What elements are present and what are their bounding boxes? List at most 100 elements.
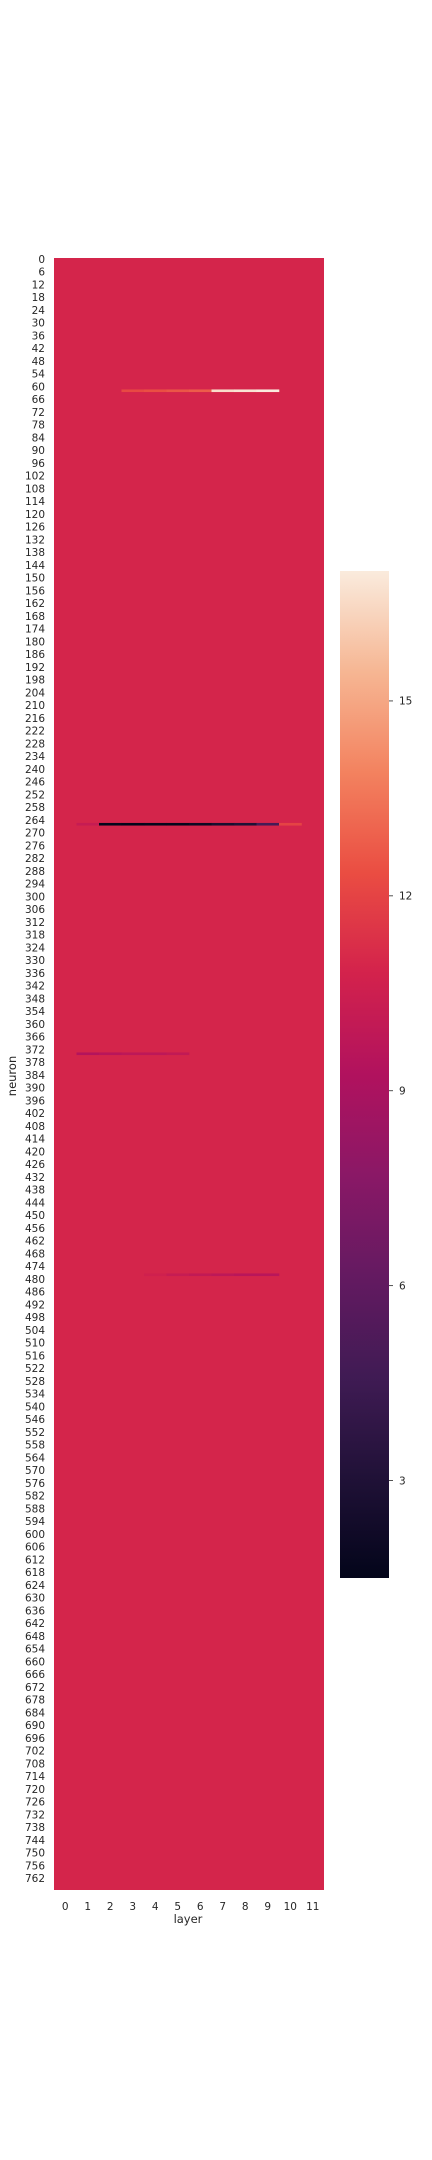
x-tick-label: 1 — [84, 1901, 91, 1913]
y-tick-label: 570 — [25, 1465, 45, 1477]
y-tick-label: 330 — [25, 955, 45, 967]
heatmap-cell — [99, 822, 122, 826]
y-tick-label: 474 — [25, 1261, 45, 1273]
y-tick-label: 276 — [25, 840, 45, 852]
heatmap-cell — [211, 389, 235, 393]
y-tick-label: 426 — [25, 1159, 45, 1171]
y-tick-label: 84 — [32, 432, 46, 444]
y-tick-label: 216 — [25, 713, 45, 725]
y-tick-label: 258 — [25, 802, 45, 814]
y-tick-label: 96 — [32, 458, 46, 470]
y-tick-label: 546 — [25, 1414, 45, 1426]
y-tick-label: 126 — [25, 522, 45, 534]
y-tick-label: 390 — [25, 1083, 45, 1095]
y-tick-label: 438 — [25, 1185, 45, 1197]
heatmap-cell — [256, 389, 280, 393]
y-tick-label: 552 — [25, 1427, 45, 1439]
heatmap-cell — [144, 389, 167, 393]
y-tick-label: 354 — [25, 1006, 45, 1018]
colorbar-gradient — [340, 571, 389, 1578]
x-tick-label: 8 — [242, 1901, 249, 1913]
y-tick-label: 654 — [25, 1644, 45, 1656]
highlighted-rows — [76, 389, 302, 1277]
heatmap-cell — [121, 1052, 145, 1056]
y-tick-label: 108 — [25, 483, 45, 495]
y-tick-label: 456 — [25, 1223, 45, 1235]
y-tick-label: 120 — [25, 509, 45, 521]
y-tick-label: 294 — [25, 879, 45, 891]
x-tick-label: 6 — [197, 1901, 204, 1913]
y-tick-label: 138 — [25, 547, 45, 559]
y-tick-label: 6 — [38, 267, 45, 279]
y-tick-label: 30 — [32, 318, 45, 330]
heatmap-cell — [256, 1273, 280, 1277]
heatmap-cell — [256, 822, 280, 826]
y-tick-label: 510 — [25, 1338, 45, 1350]
x-tick-label: 4 — [152, 1901, 159, 1913]
y-tick-label: 180 — [25, 636, 45, 648]
heatmap-cell — [121, 822, 145, 826]
y-tick-label: 78 — [32, 420, 45, 432]
y-tick-label: 708 — [25, 1758, 45, 1770]
y-tick-label: 228 — [25, 738, 45, 750]
y-tick-label: 384 — [25, 1070, 45, 1082]
y-tick-label: 540 — [25, 1401, 45, 1413]
y-tick-label: 702 — [25, 1746, 45, 1758]
y-tick-label: 18 — [32, 292, 45, 304]
heatmap-cell — [166, 1052, 190, 1056]
x-axis-label: layer — [174, 1912, 203, 1926]
y-tick-label: 432 — [25, 1172, 45, 1184]
y-tick-label: 24 — [32, 305, 46, 317]
y-tick-label: 240 — [25, 764, 45, 776]
heatmap-cell — [99, 1052, 122, 1056]
y-tick-label: 288 — [25, 866, 45, 878]
y-tick-label: 624 — [25, 1580, 45, 1592]
y-tick-label: 204 — [25, 687, 45, 699]
y-tick-label: 630 — [25, 1593, 45, 1605]
heatmap-cell — [121, 389, 145, 393]
colorbar-tick-label: 15 — [399, 696, 412, 708]
y-tick-label: 726 — [25, 1797, 45, 1809]
colorbar-ticks: 3 6 9 12 15 — [389, 696, 412, 1487]
y-tick-label: 612 — [25, 1554, 45, 1566]
y-tick-label: 210 — [25, 700, 45, 712]
colorbar-tick-label: 6 — [399, 1280, 406, 1292]
y-tick-label: 132 — [25, 534, 45, 546]
y-tick-label: 588 — [25, 1503, 45, 1515]
y-tick-label: 600 — [25, 1529, 45, 1541]
y-tick-label: 462 — [25, 1236, 45, 1248]
x-tick-label: 11 — [306, 1901, 319, 1913]
y-tick-label: 198 — [25, 675, 45, 687]
heatmap-cell — [166, 389, 190, 393]
y-tick-label: 168 — [25, 611, 45, 623]
y-axis-ticks: 0612182430364248546066727884909610210811… — [25, 254, 45, 1885]
y-tick-label: 246 — [25, 777, 45, 789]
y-tick-label: 420 — [25, 1146, 45, 1158]
heatmap-cell — [211, 1273, 235, 1277]
y-tick-label: 348 — [25, 993, 45, 1005]
y-tick-label: 558 — [25, 1440, 45, 1452]
y-tick-label: 72 — [32, 407, 45, 419]
colorbar-tick-label: 12 — [399, 891, 412, 903]
y-tick-label: 192 — [25, 662, 45, 674]
x-tick-label: 10 — [284, 1901, 297, 1913]
y-tick-label: 300 — [25, 891, 45, 903]
heatmap-area — [54, 258, 324, 1890]
y-tick-label: 498 — [25, 1312, 45, 1324]
y-tick-label: 516 — [25, 1350, 45, 1362]
y-tick-label: 576 — [25, 1478, 45, 1490]
y-tick-label: 534 — [25, 1389, 45, 1401]
y-tick-label: 90 — [32, 445, 45, 457]
y-tick-label: 678 — [25, 1695, 45, 1707]
y-tick-label: 396 — [25, 1095, 45, 1107]
heatmap-cell — [144, 1052, 167, 1056]
y-tick-label: 54 — [32, 369, 46, 381]
heatmap-cell — [144, 1273, 167, 1277]
y-tick-label: 636 — [25, 1605, 45, 1617]
y-axis-label: neuron — [5, 1056, 19, 1096]
y-tick-label: 672 — [25, 1682, 45, 1694]
y-tick-label: 222 — [25, 726, 45, 738]
y-tick-label: 372 — [25, 1044, 45, 1056]
y-tick-label: 186 — [25, 649, 45, 661]
y-tick-label: 366 — [25, 1032, 45, 1044]
